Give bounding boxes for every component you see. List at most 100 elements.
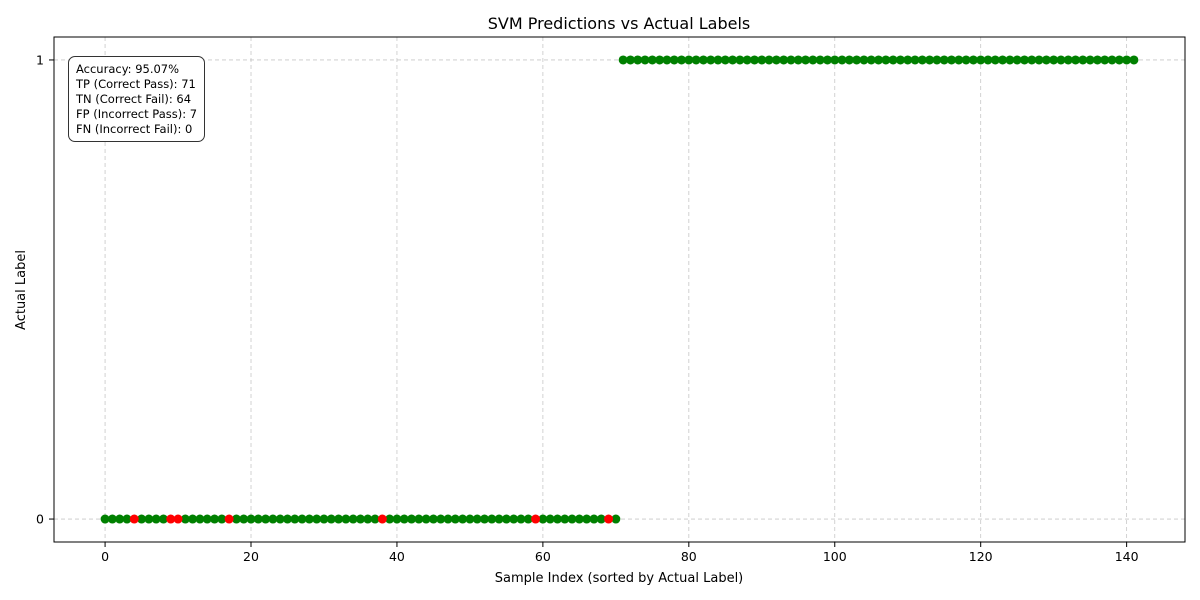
correct-prediction-point — [793, 55, 803, 65]
correct-prediction-point — [742, 55, 752, 65]
correct-prediction-point — [764, 55, 774, 65]
correct-prediction-point — [341, 514, 351, 524]
correct-prediction-point — [1114, 55, 1124, 65]
correct-prediction-point — [399, 514, 409, 524]
y-tick-label: 0 — [36, 512, 44, 527]
correct-prediction-point — [407, 514, 417, 524]
x-tick-label: 80 — [681, 549, 697, 564]
incorrect-prediction-point — [531, 514, 541, 524]
correct-prediction-point — [158, 514, 168, 524]
x-tick-label: 40 — [389, 549, 405, 564]
correct-prediction-point — [925, 55, 935, 65]
grid-lines — [54, 37, 1185, 542]
correct-prediction-point — [786, 55, 796, 65]
correct-prediction-point — [275, 514, 285, 524]
correct-prediction-point — [122, 514, 132, 524]
correct-prediction-point — [1063, 55, 1073, 65]
correct-prediction-point — [1034, 55, 1044, 65]
correct-prediction-point — [917, 55, 927, 65]
correct-prediction-point — [779, 55, 789, 65]
correct-prediction-point — [888, 55, 898, 65]
metrics-annotation-box: Accuracy: 95.07% TP (Correct Pass): 71 T… — [68, 56, 206, 142]
incorrect-prediction-point — [129, 514, 139, 524]
correct-prediction-point — [487, 514, 497, 524]
correct-prediction-point — [669, 55, 679, 65]
correct-prediction-point — [954, 55, 964, 65]
correct-prediction-point — [706, 55, 716, 65]
accuracy-text: Accuracy: 95.07% — [76, 62, 180, 76]
correct-prediction-point — [567, 514, 577, 524]
correct-prediction-point — [137, 514, 147, 524]
correct-prediction-point — [837, 55, 847, 65]
correct-prediction-point — [998, 55, 1008, 65]
correct-prediction-point — [771, 55, 781, 65]
correct-prediction-point — [304, 514, 314, 524]
x-tick-label: 60 — [535, 549, 551, 564]
correct-prediction-point — [757, 55, 767, 65]
correct-prediction-point — [574, 514, 584, 524]
correct-prediction-point — [844, 55, 854, 65]
correct-prediction-point — [1107, 55, 1117, 65]
false-negative-text: FN (Incorrect Fail): 0 — [76, 122, 193, 136]
correct-prediction-point — [421, 514, 431, 524]
correct-prediction-point — [1041, 55, 1051, 65]
correct-prediction-point — [1056, 55, 1066, 65]
correct-prediction-point — [195, 514, 205, 524]
correct-prediction-point — [297, 514, 307, 524]
correct-prediction-point — [239, 514, 249, 524]
correct-prediction-point — [414, 514, 424, 524]
correct-prediction-point — [720, 55, 730, 65]
correct-prediction-point — [428, 514, 438, 524]
correct-prediction-point — [735, 55, 745, 65]
correct-prediction-point — [801, 55, 811, 65]
correct-prediction-point — [677, 55, 687, 65]
correct-prediction-point — [355, 514, 365, 524]
correct-prediction-point — [611, 514, 621, 524]
x-tick-label: 20 — [243, 549, 259, 564]
correct-prediction-point — [866, 55, 876, 65]
correct-prediction-point — [282, 514, 292, 524]
incorrect-prediction-point — [173, 514, 183, 524]
correct-prediction-point — [968, 55, 978, 65]
correct-prediction-point — [640, 55, 650, 65]
correct-prediction-point — [859, 55, 869, 65]
correct-prediction-point — [370, 514, 380, 524]
correct-prediction-point — [202, 514, 212, 524]
correct-prediction-point — [939, 55, 949, 65]
correct-prediction-point — [903, 55, 913, 65]
correct-prediction-point — [582, 514, 592, 524]
correct-prediction-point — [983, 55, 993, 65]
correct-prediction-point — [509, 514, 519, 524]
correct-prediction-point — [1019, 55, 1029, 65]
correct-prediction-point — [385, 514, 395, 524]
correct-prediction-point — [822, 55, 832, 65]
correct-prediction-point — [625, 55, 635, 65]
correct-prediction-point — [538, 514, 548, 524]
correct-prediction-point — [808, 55, 818, 65]
correct-prediction-point — [501, 514, 511, 524]
correct-prediction-point — [465, 514, 475, 524]
correct-prediction-point — [516, 514, 526, 524]
false-positive-text: FP (Incorrect Pass): 7 — [76, 107, 198, 121]
correct-prediction-point — [348, 514, 358, 524]
correct-prediction-point — [334, 514, 344, 524]
correct-prediction-point — [655, 55, 665, 65]
correct-prediction-point — [852, 55, 862, 65]
correct-prediction-point — [1129, 55, 1139, 65]
correct-prediction-point — [151, 514, 161, 524]
y-tick-label: 1 — [36, 52, 44, 67]
x-tick-label: 140 — [1115, 549, 1139, 564]
correct-prediction-point — [560, 514, 570, 524]
correct-prediction-point — [1027, 55, 1037, 65]
correct-prediction-point — [231, 514, 241, 524]
incorrect-prediction-point — [224, 514, 234, 524]
correct-prediction-point — [246, 514, 256, 524]
correct-prediction-point — [210, 514, 220, 524]
correct-prediction-point — [910, 55, 920, 65]
correct-prediction-point — [881, 55, 891, 65]
correct-prediction-point — [662, 55, 672, 65]
correct-prediction-point — [443, 514, 453, 524]
correct-prediction-point — [976, 55, 986, 65]
x-tick-label: 120 — [969, 549, 993, 564]
correct-prediction-point — [1005, 55, 1015, 65]
